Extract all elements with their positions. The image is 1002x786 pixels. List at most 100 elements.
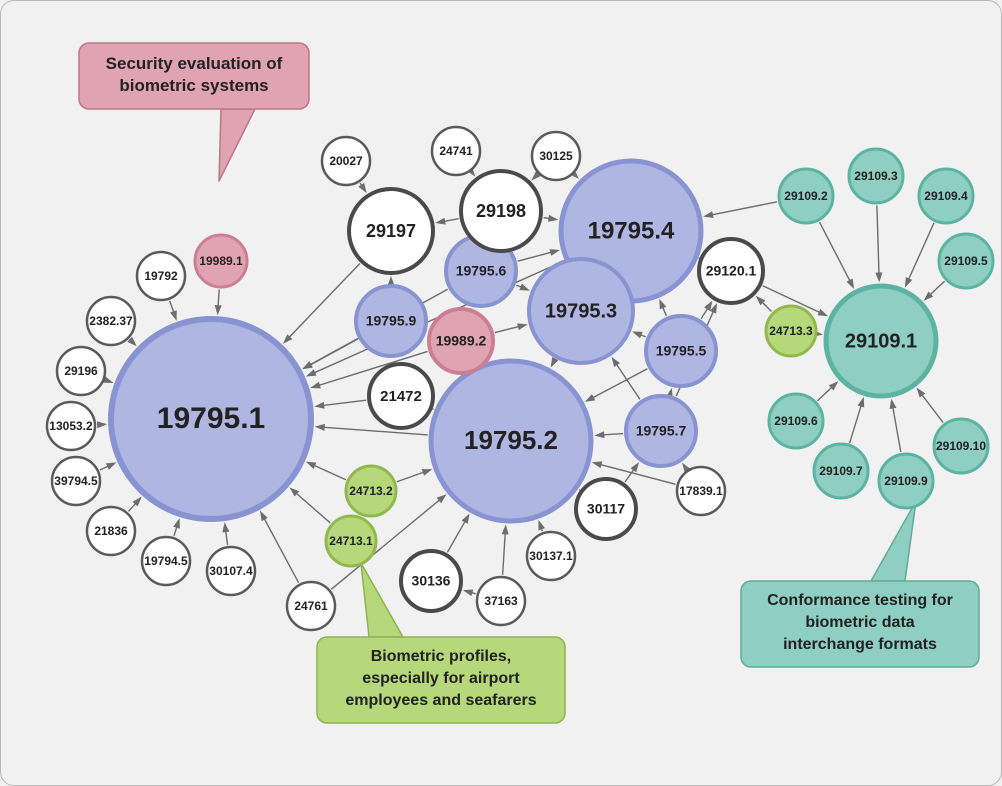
edge bbox=[503, 530, 506, 574]
node-n29120_1: 29120.1 bbox=[699, 239, 763, 303]
edge-arrow bbox=[260, 511, 268, 521]
node-n13053_2: 13053.2 bbox=[47, 402, 95, 450]
edge-arrow bbox=[858, 397, 865, 408]
node-n19989_2: 19989.2 bbox=[429, 309, 493, 373]
node-n19795_1: 19795.1 bbox=[111, 319, 311, 519]
edge-arrow bbox=[916, 388, 925, 398]
edge-arrow bbox=[817, 309, 828, 316]
edge-arrow bbox=[315, 424, 325, 431]
diagram-frame: 19795.119795.219795.419795.319795.619795… bbox=[0, 0, 1002, 786]
callout-pink-line-0: Security evaluation of bbox=[106, 54, 283, 73]
node-n21472: 21472 bbox=[369, 364, 433, 428]
edge-arrow bbox=[592, 461, 603, 468]
edge-arrow bbox=[549, 249, 560, 256]
callout-teal: Conformance testing forbiometric dataint… bbox=[741, 581, 979, 667]
edge bbox=[820, 222, 852, 284]
callout-green: Biometric profiles,especially for airpor… bbox=[317, 637, 565, 723]
edge-arrow bbox=[612, 357, 620, 367]
edge-arrow bbox=[585, 394, 595, 402]
edge-arrow bbox=[462, 513, 470, 523]
node-n19795_2: 19795.2 bbox=[431, 361, 591, 521]
node-n19795_9: 19795.9 bbox=[356, 286, 426, 356]
node-n24741: 24741 bbox=[432, 127, 480, 175]
node-n19795_3: 19795.3 bbox=[529, 259, 633, 363]
callout-green-line-2: employees and seafarers bbox=[345, 692, 536, 709]
edge-arrow bbox=[97, 421, 107, 428]
edge-arrow bbox=[890, 399, 897, 409]
callout-pink-tail bbox=[219, 109, 255, 181]
edge-arrow bbox=[632, 331, 643, 338]
callout-teal-tail bbox=[871, 501, 916, 581]
edge bbox=[907, 223, 934, 282]
edge-arrow bbox=[358, 183, 366, 193]
callout-teal-line-1: biometric data bbox=[805, 614, 914, 631]
edge-arrow bbox=[310, 382, 321, 389]
edge bbox=[294, 491, 330, 523]
edge-arrow bbox=[170, 310, 177, 321]
node-n30107_4: 30107.4 bbox=[207, 547, 255, 595]
edge bbox=[495, 326, 522, 333]
node-n29196: 29196 bbox=[57, 347, 105, 395]
node-n29109_3: 29109.3 bbox=[849, 149, 903, 203]
node-n29109_6: 29109.6 bbox=[769, 394, 823, 448]
node-n29109_10: 29109.10 bbox=[934, 419, 988, 473]
edge-arrow bbox=[222, 522, 229, 532]
node-n19795_5: 19795.5 bbox=[646, 316, 716, 386]
node-n29197: 29197 bbox=[349, 189, 433, 273]
edge-arrow bbox=[422, 469, 433, 476]
node-n30125: 30125 bbox=[532, 132, 580, 180]
edge bbox=[850, 403, 862, 443]
edge bbox=[590, 369, 647, 399]
node-n37163: 37163 bbox=[477, 577, 525, 625]
edge-arrow bbox=[106, 462, 117, 469]
node-n29109_9: 29109.9 bbox=[879, 454, 933, 508]
callout-green-tail bbox=[361, 563, 403, 637]
edge-arrow bbox=[659, 299, 666, 310]
node-n29198: 29198 bbox=[461, 171, 541, 251]
edge bbox=[877, 205, 879, 276]
edge-arrow bbox=[517, 323, 528, 330]
edge bbox=[311, 464, 346, 480]
callout-teal-line-2: interchange formats bbox=[783, 636, 937, 653]
node-n39794_5: 39794.5 bbox=[52, 457, 100, 505]
node-n19792: 19792 bbox=[137, 252, 185, 300]
node-n24713_2: 24713.2 bbox=[346, 466, 396, 516]
edge bbox=[615, 362, 640, 400]
edge-arrow bbox=[846, 279, 854, 289]
node-n21836: 21836 bbox=[87, 507, 135, 555]
edge bbox=[892, 404, 900, 451]
edge bbox=[447, 519, 466, 553]
edge bbox=[709, 202, 777, 216]
edge bbox=[320, 400, 366, 406]
node-n29109_7: 29109.7 bbox=[814, 444, 868, 498]
node-n29109_4: 29109.4 bbox=[919, 169, 973, 223]
edge-arrow bbox=[875, 272, 882, 282]
edge-arrow bbox=[703, 211, 713, 218]
callout-pink-line-1: biometric systems bbox=[119, 76, 268, 95]
edge-arrow bbox=[306, 369, 317, 376]
edge-arrow bbox=[630, 462, 639, 472]
edge-arrow bbox=[502, 524, 509, 534]
node-n29109_5: 29109.5 bbox=[939, 234, 993, 288]
node-n30136: 30136 bbox=[401, 551, 461, 611]
edge-arrow bbox=[519, 284, 530, 291]
node-n24713_3: 24713.3 bbox=[766, 306, 816, 356]
node-n24761: 24761 bbox=[287, 582, 335, 630]
edge bbox=[518, 251, 554, 261]
node-n29109_1: 29109.1 bbox=[826, 286, 936, 396]
node-n30117: 30117 bbox=[576, 479, 636, 539]
edge bbox=[397, 471, 427, 482]
edge-arrow bbox=[548, 215, 558, 222]
node-n19989_1: 19989.1 bbox=[195, 235, 247, 287]
edge-arrow bbox=[435, 218, 445, 225]
edge-arrow bbox=[538, 520, 545, 531]
edge-arrow bbox=[594, 431, 604, 438]
node-n17839_1: 17839.1 bbox=[677, 467, 725, 515]
edge-arrow bbox=[905, 277, 912, 288]
callout-pink: Security evaluation of biometric systems bbox=[79, 43, 309, 109]
edge bbox=[263, 516, 299, 583]
node-n2382_37: 2382.37 bbox=[87, 297, 135, 345]
edge-arrow bbox=[215, 305, 222, 315]
edge-arrow bbox=[463, 589, 474, 596]
node-n20027: 20027 bbox=[322, 137, 370, 185]
